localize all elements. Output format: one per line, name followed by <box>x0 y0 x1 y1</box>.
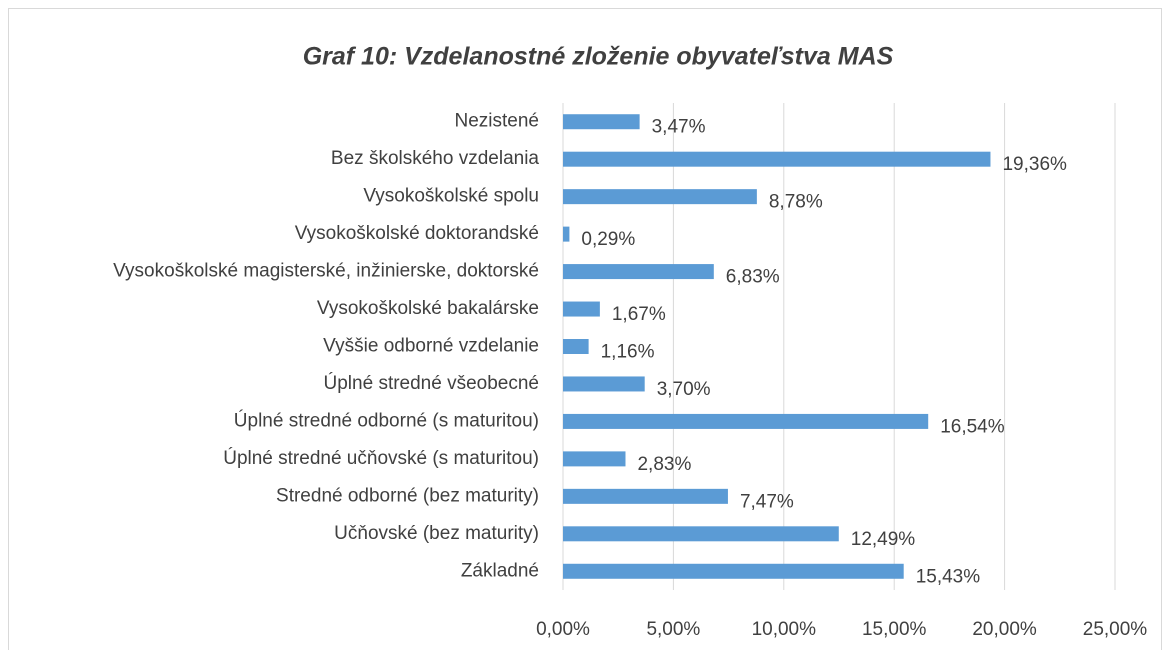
data-label: 2,83% <box>637 454 691 475</box>
y-tick-label: Vysokoškolské spolu <box>363 186 539 207</box>
bar <box>563 376 645 392</box>
y-tick-label: Nezistené <box>455 111 540 132</box>
y-tick-label: Základné <box>461 560 539 581</box>
chart-title: Graf 10: Vzdelanostné zloženie obyvateľs… <box>303 43 894 71</box>
data-label: 1,16% <box>601 342 655 363</box>
data-label: 16,54% <box>940 416 1005 437</box>
bar <box>563 151 991 167</box>
data-label: 6,83% <box>726 267 780 288</box>
y-tick-label: Úplné stredné odborné (s maturitou) <box>234 409 539 431</box>
data-label: 15,43% <box>916 566 981 587</box>
data-label: 3,47% <box>652 117 706 138</box>
data-label: 3,70% <box>657 379 711 400</box>
y-tick-label: Vyššie odborné vzdelanie <box>323 336 539 357</box>
data-label: 0,29% <box>581 229 635 250</box>
bar <box>563 488 728 504</box>
x-tick-label: 25,00% <box>1083 619 1148 640</box>
data-label: 8,78% <box>769 192 823 213</box>
x-tick-label: 15,00% <box>862 619 927 640</box>
data-label: 1,67% <box>612 304 666 325</box>
chart-frame <box>8 8 1162 650</box>
y-tick-label: Bez školského vzdelania <box>331 148 539 169</box>
bar <box>563 189 757 205</box>
bar <box>563 339 589 354</box>
y-tick-label: Vysokoškolské doktorandské <box>295 223 539 244</box>
y-tick-label: Vysokoškolské magisterské, inžinierske, … <box>113 261 539 282</box>
bar <box>563 226 570 242</box>
y-tick-label: Úplné stredné všeobecné <box>324 372 539 394</box>
data-label: 12,49% <box>851 529 916 550</box>
x-tick-label: 10,00% <box>752 619 817 640</box>
x-tick-label: 20,00% <box>972 619 1037 640</box>
y-tick-label: Učňovské (bez maturity) <box>334 523 539 544</box>
x-tick-label: 0,00% <box>536 619 590 640</box>
y-tick-label: Vysokoškolské bakalárske <box>317 298 539 319</box>
bar <box>563 526 839 542</box>
bar <box>563 114 640 130</box>
data-label: 7,47% <box>740 491 794 512</box>
bar <box>563 563 904 579</box>
x-tick-label: 5,00% <box>646 619 700 640</box>
y-tick-label: Stredné odborné (bez maturity) <box>276 485 539 506</box>
bar <box>563 451 626 467</box>
bar <box>563 413 929 429</box>
bar <box>563 264 714 280</box>
data-label: 19,36% <box>1002 154 1067 175</box>
bar <box>563 301 600 317</box>
y-tick-label: Úplné stredné učňovské (s maturitou) <box>223 447 539 469</box>
